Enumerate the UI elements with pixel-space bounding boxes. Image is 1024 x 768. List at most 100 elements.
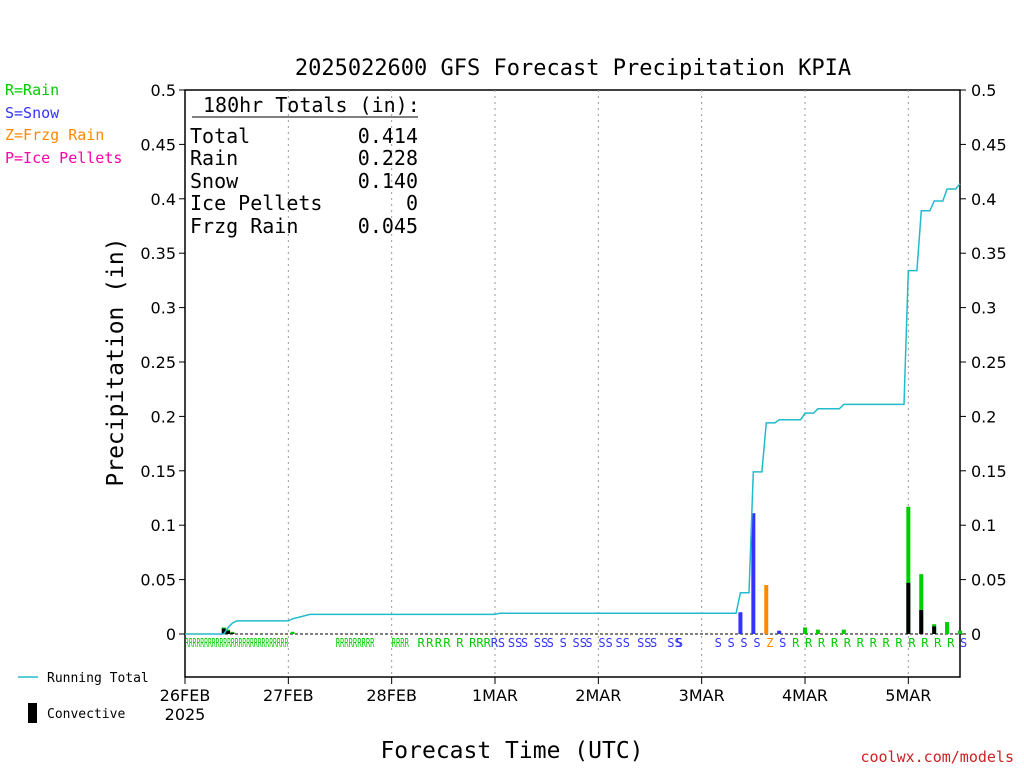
precip-type-marker: R xyxy=(947,636,955,650)
precip-bar xyxy=(803,627,807,634)
convective-bar xyxy=(230,632,235,634)
precip-type-marker: S xyxy=(547,636,554,650)
legend-rain: R=Rain xyxy=(5,81,59,99)
precip-type-marker: R xyxy=(426,636,434,650)
precip-type-marker: R xyxy=(456,636,464,650)
totals-value-rain: 0.228 xyxy=(358,146,418,170)
convective-bar xyxy=(226,630,231,634)
totals-value-ice-pellets: 0 xyxy=(406,191,418,215)
y-axis-ticks: 0 0 0.05 0.05 0.1 0.1 0.15 0.15 0.2 0.2 0.25 0.25 0.… xyxy=(140,81,1006,644)
totals-box: 180hr Totals (in): Total 0.414 Rain 0.22… xyxy=(190,93,420,238)
precip-type-marker: SS xyxy=(616,636,630,650)
y-tick-label-right: 0.5 xyxy=(971,81,996,100)
precip-type-marker: RRRRRRRRRRRRRRRRRRRRRRRRRRR xyxy=(185,636,289,650)
precip-type-marker: RRRR xyxy=(392,636,410,650)
precip-type-marker: S xyxy=(560,636,567,650)
x-tick-label: 1MAR xyxy=(472,686,518,705)
precip-type-marker: R xyxy=(921,636,929,650)
y-tick-label-left: 0.45 xyxy=(140,135,176,154)
type-legend: R=Rain S=Snow Z=Frzg Rain P=Ice Pellets xyxy=(5,81,122,167)
precip-type-marker: S xyxy=(740,636,747,650)
precip-type-marker: S xyxy=(715,636,722,650)
precip-type-marker: SS xyxy=(637,636,651,650)
x-tick-label: 2MAR xyxy=(575,686,621,705)
y-tick-label-left: 0.35 xyxy=(140,244,176,263)
precip-bar xyxy=(815,629,820,634)
convective-bar xyxy=(906,582,911,634)
x-axis-label: Forecast Time (UTC) xyxy=(380,738,643,764)
running-total-line xyxy=(185,183,961,635)
precip-type-marker: R xyxy=(934,636,942,650)
precip-bar xyxy=(764,585,769,634)
y-tick-label-right: 0.45 xyxy=(971,135,1007,154)
precip-bar xyxy=(290,631,295,634)
x-tick-label: 5MAR xyxy=(885,686,931,705)
precip-type-marker: R xyxy=(844,636,852,650)
y-tick-label-left: 0.2 xyxy=(151,407,176,426)
precip-type-marker: RS xyxy=(491,636,505,650)
totals-label-snow: Snow xyxy=(190,169,239,193)
chart-title: 2025022600 GFS Forecast Precipitation KP… xyxy=(295,56,851,81)
precip-type-marker: R xyxy=(418,636,426,650)
y-tick-label-left: 0.5 xyxy=(151,81,176,100)
precip-bar xyxy=(751,513,756,634)
credit-text: coolwx.com/models xyxy=(860,748,1014,766)
precip-type-marker: R xyxy=(883,636,891,650)
totals-value-frzg-rain: 0.045 xyxy=(358,214,418,238)
precip-type-markers: RRRRRRRRRRRRRRRRRRRRRRRRRRR RRRRRRRRR RRRR… xyxy=(185,636,967,650)
precip-bar xyxy=(906,506,911,634)
convective-swatch xyxy=(28,703,37,723)
y-tick-label-right: 0.2 xyxy=(971,407,996,426)
series-legend: Running Total Convective xyxy=(18,671,149,723)
precip-type-marker: S xyxy=(650,636,657,650)
y-axis-label: Precipitation (in) xyxy=(103,237,129,486)
precip-type-marker: R xyxy=(908,636,916,650)
precip-type-marker: R xyxy=(435,636,443,650)
precip-bar xyxy=(958,630,962,634)
plot-frame xyxy=(184,89,961,678)
totals-label-ice-pellets: Ice Pellets xyxy=(190,191,322,215)
precip-bar xyxy=(777,630,782,634)
precip-type-marker: S xyxy=(779,636,786,650)
y-tick-label-right: 0.25 xyxy=(971,353,1007,372)
y-tick-label-right: 0.05 xyxy=(971,571,1007,590)
precip-type-marker: R xyxy=(818,636,826,650)
precip-bar xyxy=(919,574,924,634)
precip-bar xyxy=(945,622,950,634)
precip-type-marker: SS xyxy=(667,636,681,650)
x-tick-label: 28FEB xyxy=(366,686,417,705)
y-tick-label-right: 0.15 xyxy=(971,462,1007,481)
precip-type-marker: SS xyxy=(508,636,522,650)
convective-bar xyxy=(932,626,937,634)
precip-type-marker: RRRRRRRRR xyxy=(336,636,375,650)
y-tick-label-left: 0.25 xyxy=(140,353,176,372)
convective-legend-label: Convective xyxy=(47,707,125,722)
precip-type-marker: S xyxy=(728,636,735,650)
y-tick-label-right: 0 xyxy=(971,625,981,644)
x-tick-label: 4MAR xyxy=(782,686,828,705)
precip-bar xyxy=(738,612,743,634)
totals-value-snow: 0.140 xyxy=(358,169,418,193)
precip-type-marker: R xyxy=(805,636,813,650)
y-tick-label-right: 0.3 xyxy=(971,299,996,318)
precip-type-marker: R xyxy=(870,636,878,650)
y-tick-label-left: 0.4 xyxy=(151,190,176,209)
precip-type-marker: R xyxy=(831,636,839,650)
precip-type-marker: SS xyxy=(598,636,612,650)
precip-type-marker: S xyxy=(676,636,683,650)
totals-label-rain: Rain xyxy=(190,146,238,170)
precip-bar xyxy=(841,629,846,634)
totals-value-total: 0.414 xyxy=(358,124,418,148)
y-tick-label-left: 0.3 xyxy=(151,299,176,318)
legend-frzg-rain: Z=Frzg Rain xyxy=(5,126,104,144)
x-tick-label: 27FEB xyxy=(263,686,314,705)
totals-header: 180hr Totals (in): xyxy=(203,93,420,117)
precip-type-marker: R xyxy=(857,636,865,650)
x-tick-label: 3MAR xyxy=(679,686,725,705)
x-tick-sublabel: 2025 xyxy=(165,705,206,724)
y-tick-label-left: 0.15 xyxy=(140,462,176,481)
precip-type-marker: Z xyxy=(766,636,773,650)
